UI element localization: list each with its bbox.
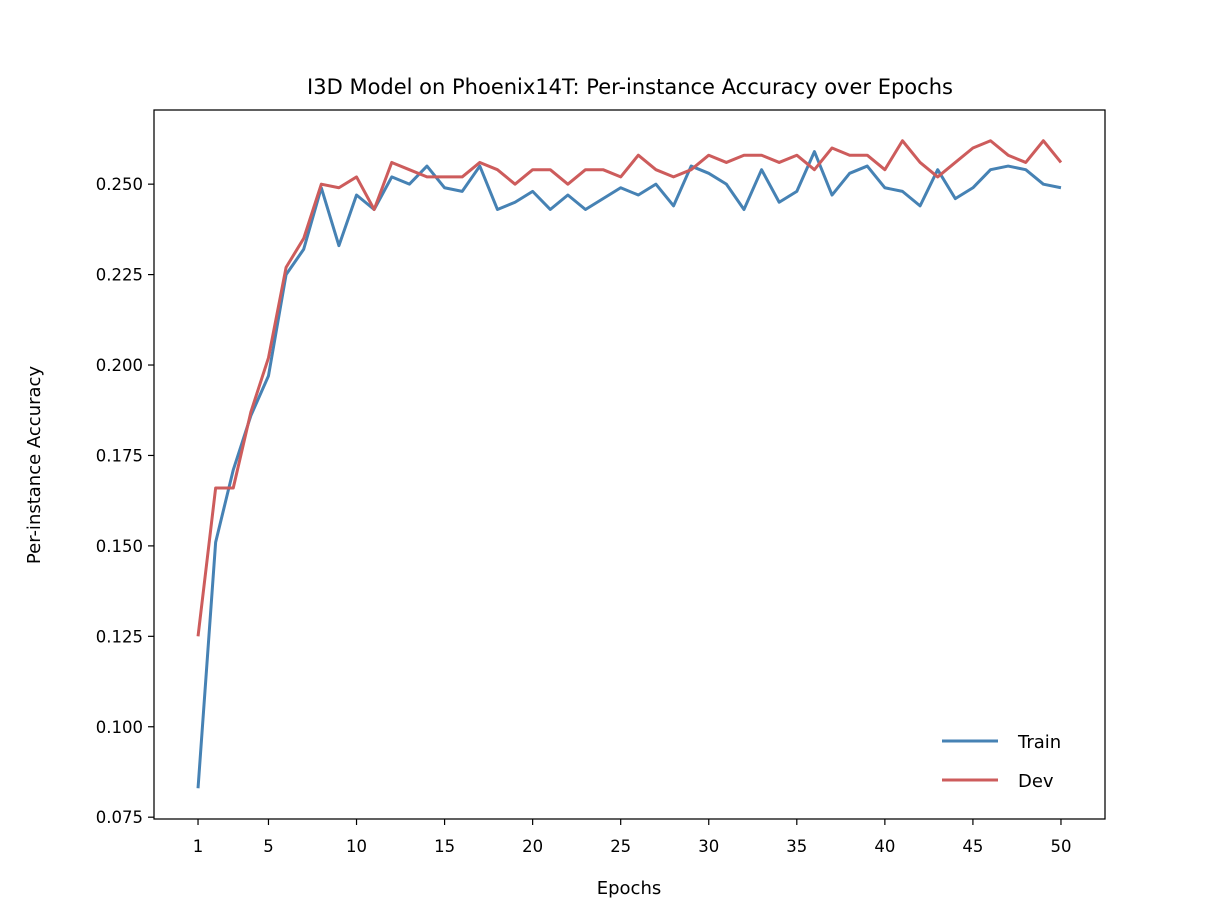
x-tick-label: 10	[346, 837, 367, 856]
y-axis-label: Per-instance Accuracy	[24, 366, 45, 565]
legend-label-dev: Dev	[1018, 771, 1054, 792]
x-tick-label: 40	[874, 837, 895, 856]
x-axis: 1 5 10 15 20 25 30 35 40 45 50	[193, 819, 1071, 856]
x-tick-label: 25	[610, 837, 631, 856]
y-tick-label: 0.250	[96, 175, 143, 194]
x-tick-label: 15	[434, 837, 455, 856]
x-tick-label: 35	[786, 837, 807, 856]
x-tick-label: 50	[1050, 837, 1071, 856]
y-tick-label: 0.075	[96, 808, 143, 827]
y-tick-label: 0.150	[96, 537, 143, 556]
x-axis-label: Epochs	[597, 878, 662, 899]
plot-area-frame	[153, 109, 1106, 820]
y-tick-label: 0.100	[96, 718, 143, 737]
x-tick-label: 30	[698, 837, 719, 856]
y-tick-label: 0.200	[96, 356, 143, 375]
series-line-dev	[196, 139, 1063, 637]
series-layer	[196, 139, 1063, 789]
series-line-train	[196, 150, 1062, 789]
legend: Train Dev	[942, 732, 1061, 792]
y-tick-label: 0.225	[96, 266, 143, 285]
x-tick-label: 5	[263, 837, 274, 856]
x-tick-label: 1	[193, 837, 204, 856]
y-tick-label: 0.125	[96, 627, 143, 646]
y-tick-label: 0.175	[96, 446, 143, 465]
x-tick-label: 45	[962, 837, 983, 856]
x-tick-label: 20	[522, 837, 543, 856]
legend-label-train: Train	[1017, 732, 1061, 753]
y-axis: 0.075 0.100 0.125 0.150 0.175 0.200 0.225 0.250	[96, 175, 154, 827]
chart-title: I3D Model on Phoenix14T: Per-instance Ac…	[307, 75, 953, 99]
